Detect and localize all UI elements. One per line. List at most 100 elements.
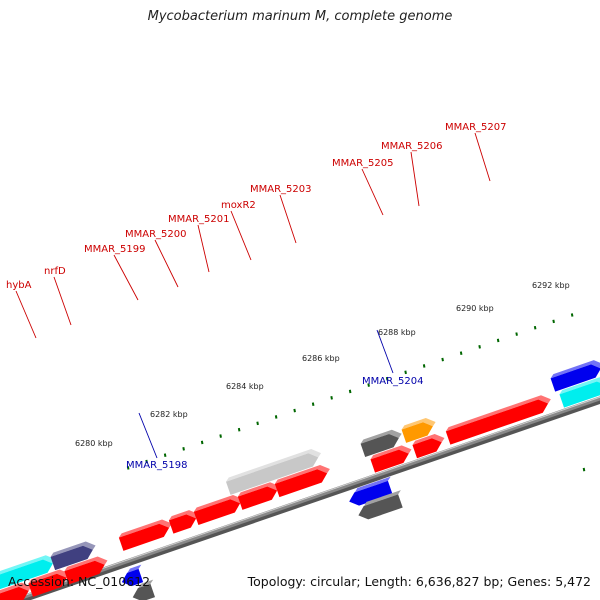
- gene-right-cyan-top: [559, 377, 600, 395]
- feature-tick: [330, 396, 333, 400]
- feature-tick: [367, 383, 370, 387]
- label-leader: [410, 151, 420, 207]
- scale-label: 6286 kbp: [302, 354, 340, 363]
- genome-summary: Topology: circular; Length: 6,636,827 bp…: [247, 574, 591, 589]
- gene-label: MMAR_5207: [445, 122, 507, 133]
- label-leader: [197, 224, 210, 273]
- gene-right-blue: [550, 364, 600, 392]
- feature-tick: [459, 351, 463, 355]
- feature-tick: [200, 440, 204, 445]
- gene-nrfd-purple-top: [50, 541, 96, 557]
- feature-tick: [441, 357, 444, 362]
- gene-mmar-5206-top: [412, 434, 445, 445]
- feature-tick: [219, 434, 222, 438]
- gene-red-left2-top: [28, 569, 70, 584]
- gene-red-left3-top: [64, 556, 108, 572]
- gene-right-cyan: [559, 381, 600, 408]
- feature-tick: [533, 325, 537, 330]
- feature-tick: [478, 345, 481, 349]
- gene-label: MMAR_5203: [250, 184, 312, 195]
- feature-tick: [582, 467, 586, 472]
- gene-mmar-5207: [445, 399, 549, 445]
- gene-mmar-5206-orange-top: [401, 418, 436, 430]
- feature-tick: [126, 466, 130, 470]
- feature-tick: [311, 402, 315, 406]
- gene-mmar-5206-orange: [401, 422, 433, 443]
- gene-label: hybA: [6, 280, 32, 291]
- gene-label: MMAR_5198: [126, 460, 188, 471]
- gene-mmar-5204-grey: [358, 494, 403, 520]
- gene-mmar-5203: [274, 469, 328, 498]
- feature-tick: [182, 446, 185, 451]
- gene-mmar-5200: [168, 514, 197, 534]
- scale-label: 6280 kbp: [75, 439, 113, 448]
- scale-label: 6292 kbp: [532, 281, 570, 290]
- gene-mmar-5203-grey: [225, 453, 319, 495]
- gene-red-left1-top: [0, 582, 32, 594]
- gene-red-left3: [64, 560, 105, 585]
- gene-label: MMAR_5199: [84, 244, 146, 255]
- gene-mmar-5198-grey: [132, 583, 156, 600]
- gene-mmar-5206: [412, 438, 442, 459]
- gene-hyba-cyan-top: [0, 555, 56, 575]
- gene-red-left1: [0, 586, 29, 600]
- feature-tick: [163, 453, 167, 457]
- gene-mmar-5204-blue: [349, 480, 393, 506]
- gene-mmar-5205-top: [370, 445, 412, 460]
- gene-label: nrfD: [44, 266, 66, 277]
- feature-tick: [256, 421, 259, 426]
- accession-text: Accession: NC_010612: [8, 574, 151, 589]
- feature-tick: [385, 376, 389, 381]
- feature-tick: [422, 364, 426, 368]
- gene-mmar-5198-grey-top: [132, 579, 154, 598]
- label-leader: [113, 254, 139, 301]
- feature-tick: [515, 332, 518, 336]
- gene-nrfd-purple: [50, 545, 93, 571]
- gene-label: moxR2: [221, 200, 256, 211]
- label-leader: [138, 412, 158, 459]
- gene-label: MMAR_5205: [332, 158, 394, 169]
- label-leader: [154, 239, 179, 288]
- gene-label: MMAR_5200: [125, 229, 187, 240]
- label-leader: [279, 194, 297, 244]
- scale-label: 6288 kbp: [378, 328, 416, 337]
- gene-red-left2: [28, 573, 67, 597]
- gene-mmar-5200-top: [168, 510, 199, 521]
- gene-mmar-5203-grey-top: [225, 449, 322, 482]
- feature-tick: [552, 319, 555, 324]
- feature-tick: [237, 427, 241, 432]
- feature-tick: [348, 389, 352, 394]
- gene-mmar-5201-top: [193, 494, 243, 512]
- gene-mmar-5203-top: [274, 465, 330, 484]
- feature-tick: [570, 313, 574, 317]
- label-leader: [361, 168, 384, 216]
- label-leader: [230, 210, 252, 261]
- gene-hyba-cyan: [0, 559, 53, 590]
- gene-label: MMAR_5204: [362, 376, 424, 387]
- gene-right-blue-top: [550, 360, 600, 379]
- feature-tick: [145, 459, 148, 464]
- gene-mmar-5198-blue: [121, 568, 144, 587]
- gene-label: MMAR_5201: [168, 214, 230, 225]
- gene-mmar-5201: [193, 499, 241, 526]
- feature-tick: [293, 408, 296, 413]
- gene-mmar-5205: [370, 449, 409, 473]
- map-title: Mycobacterium marinum M, complete genome: [147, 9, 453, 24]
- gene-moxr2: [237, 486, 278, 510]
- gene-mmar-5205-grey-top: [360, 429, 402, 444]
- label-leader: [376, 329, 394, 374]
- feature-tick: [274, 415, 278, 419]
- label-leader: [474, 132, 491, 182]
- feature-tick: [404, 370, 407, 375]
- feature-tick: [496, 338, 500, 343]
- scale-label: 6282 kbp: [150, 410, 188, 419]
- gene-label: MMAR_5206: [381, 141, 443, 152]
- gene-mmar-5204-grey-top: [358, 490, 401, 516]
- scale-label: 6290 kbp: [456, 304, 494, 313]
- gene-moxr2-top: [237, 482, 280, 497]
- label-leader: [53, 276, 72, 326]
- gene-mmar-5204-blue-top: [349, 476, 391, 502]
- label-leader: [15, 290, 37, 339]
- gene-mmar-5199: [118, 523, 170, 551]
